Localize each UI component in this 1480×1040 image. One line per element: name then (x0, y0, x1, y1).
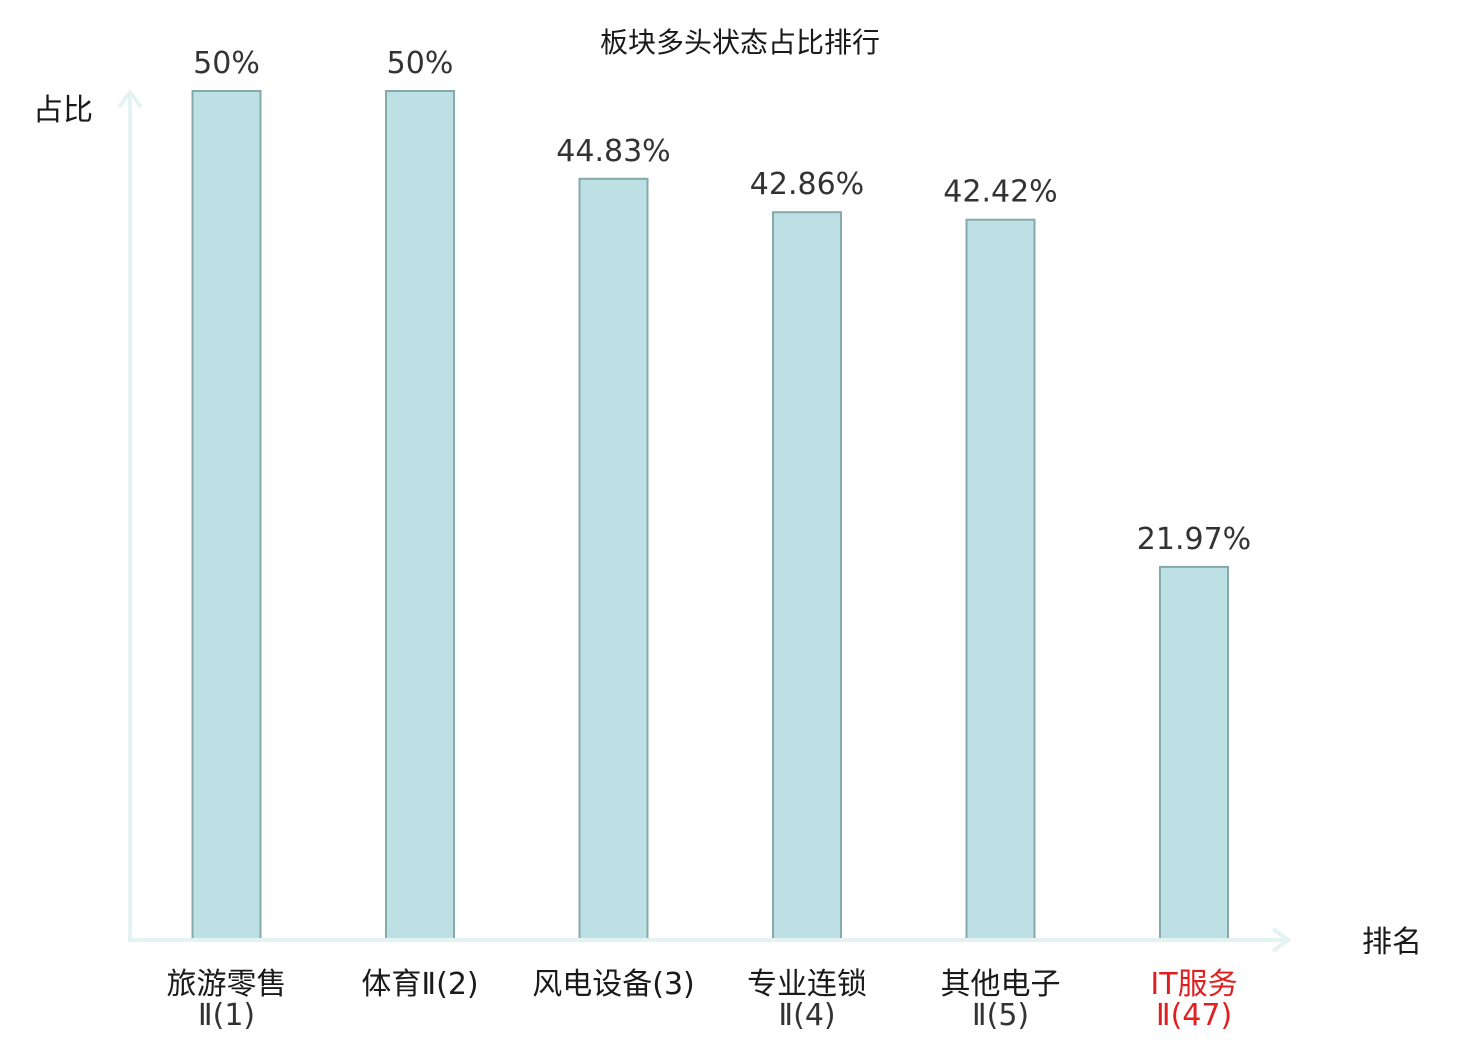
value-label-3: 44.83% (556, 134, 670, 169)
bar-4 (772, 211, 842, 941)
category-label-1: 旅游零售 (167, 967, 287, 1002)
bar-2 (385, 90, 455, 941)
value-label-1: 50% (193, 46, 260, 81)
y-axis-arrow-icon (117, 88, 143, 109)
bar-5 (965, 218, 1036, 941)
category-sublabel-5: Ⅱ(5) (972, 998, 1029, 1033)
value-label-4: 42.86% (750, 167, 864, 202)
category-label-3: 风电设备(3) (532, 967, 695, 1002)
value-label-5: 42.42% (943, 175, 1057, 210)
y-axis (117, 88, 143, 940)
y-axis-title: 占比 (33, 93, 93, 128)
x-axis (128, 927, 1292, 953)
bar-3 (578, 177, 649, 942)
bars-group (191, 90, 1229, 942)
category-label-4: 专业连锁 (747, 967, 867, 1002)
x-axis-title: 排名 (1362, 925, 1422, 960)
category-sublabel-1: Ⅱ(1) (198, 998, 255, 1033)
bar-1 (191, 90, 262, 941)
bar-6 (1159, 565, 1229, 942)
category-sublabel-6: Ⅱ(47) (1156, 998, 1232, 1033)
category-sublabel-4: Ⅱ(4) (778, 998, 835, 1033)
x-axis-arrow-icon (1271, 927, 1292, 953)
value-labels-group: 50% 50% 44.83% 42.86% 42.42% 21.97% (193, 46, 1251, 557)
category-label-6: IT服务 (1150, 967, 1237, 1002)
category-label-2: 体育Ⅱ(2) (361, 967, 478, 1002)
value-label-6: 21.97% (1137, 522, 1251, 557)
chart-title: 板块多头状态占比排行 (600, 26, 880, 59)
category-label-5: 其他电子 (941, 967, 1061, 1002)
value-label-2: 50% (387, 46, 454, 81)
